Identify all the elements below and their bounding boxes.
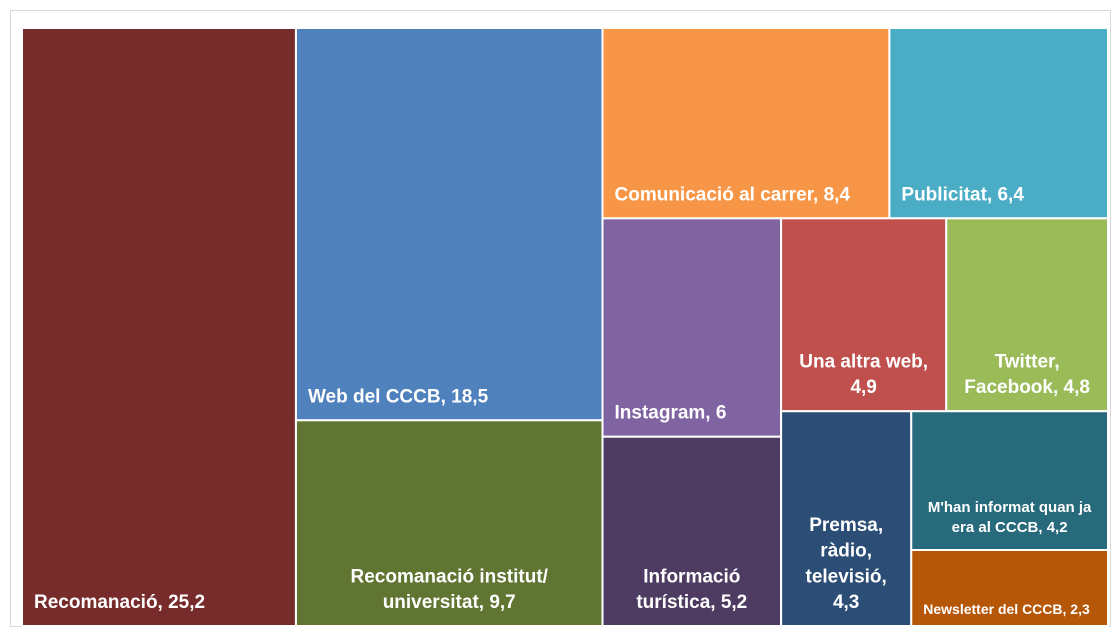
treemap-cell	[888, 27, 1109, 220]
label-line: Recomanació, 25,2	[34, 592, 205, 613]
treemap-cell	[945, 217, 1110, 413]
label-line: 4,3	[833, 592, 859, 613]
cell-label: Recomanació, 25,2	[34, 592, 205, 613]
label-line: Publicitat, 6,4	[901, 184, 1024, 205]
label-line: Twitter,	[995, 352, 1060, 373]
label-line: televisió,	[806, 566, 887, 587]
label-line: M'han informat quan ja	[928, 499, 1092, 516]
label-line: ràdio,	[820, 541, 872, 562]
label-line: Web del CCCB, 18,5	[308, 386, 489, 407]
label-line: 4,9	[850, 377, 876, 398]
label-line: Comunicació al carrer, 8,4	[615, 184, 851, 205]
label-line: Recomanació institut/	[351, 566, 549, 587]
treemap-cell	[601, 435, 783, 627]
label-line: era al CCCB, 4,2	[952, 519, 1068, 536]
cell-label: Una altra web, 4,9	[799, 352, 928, 399]
label-line: Una altra web,	[799, 352, 928, 373]
cell-label: Web del CCCB, 18,5	[308, 386, 489, 407]
label-line: Facebook, 4,8	[964, 377, 1090, 398]
cell-label: Publicitat, 6,4	[901, 184, 1024, 205]
label-line: Instagram, 6	[615, 403, 727, 424]
cell-label: Informació turística, 5,2	[636, 566, 747, 613]
cell-label: M'han informat quan ja era al CCCB, 4,2	[928, 499, 1092, 536]
label-line: Newsletter del CCCB, 2,3	[923, 601, 1090, 617]
cell-label: Comunicació al carrer, 8,4	[615, 184, 851, 205]
label-line: Premsa,	[809, 515, 883, 536]
treemap-cell	[780, 410, 913, 628]
label-line: turística, 5,2	[636, 592, 747, 613]
treemap-cell	[294, 419, 604, 627]
treemap-cell	[780, 217, 948, 413]
cell-label: Instagram, 6	[615, 403, 727, 424]
label-line: Informació	[643, 566, 740, 587]
treemap-cell	[294, 27, 604, 422]
cell-label: Newsletter del CCCB, 2,3	[923, 601, 1090, 617]
label-line: universitat, 9,7	[383, 592, 516, 613]
treemap-cell	[910, 410, 1109, 552]
cell-label: Premsa, ràdio, televisió, 4,3	[806, 515, 887, 613]
treemap-cell	[601, 217, 783, 438]
treemap-cell	[910, 549, 1109, 627]
cell-label: Recomanació institut/universitat, 9,7	[351, 566, 549, 613]
treemap-cell	[21, 27, 297, 627]
cell-label: Twitter, Facebook, 4,8	[964, 352, 1090, 399]
treemap-cell	[601, 27, 891, 220]
